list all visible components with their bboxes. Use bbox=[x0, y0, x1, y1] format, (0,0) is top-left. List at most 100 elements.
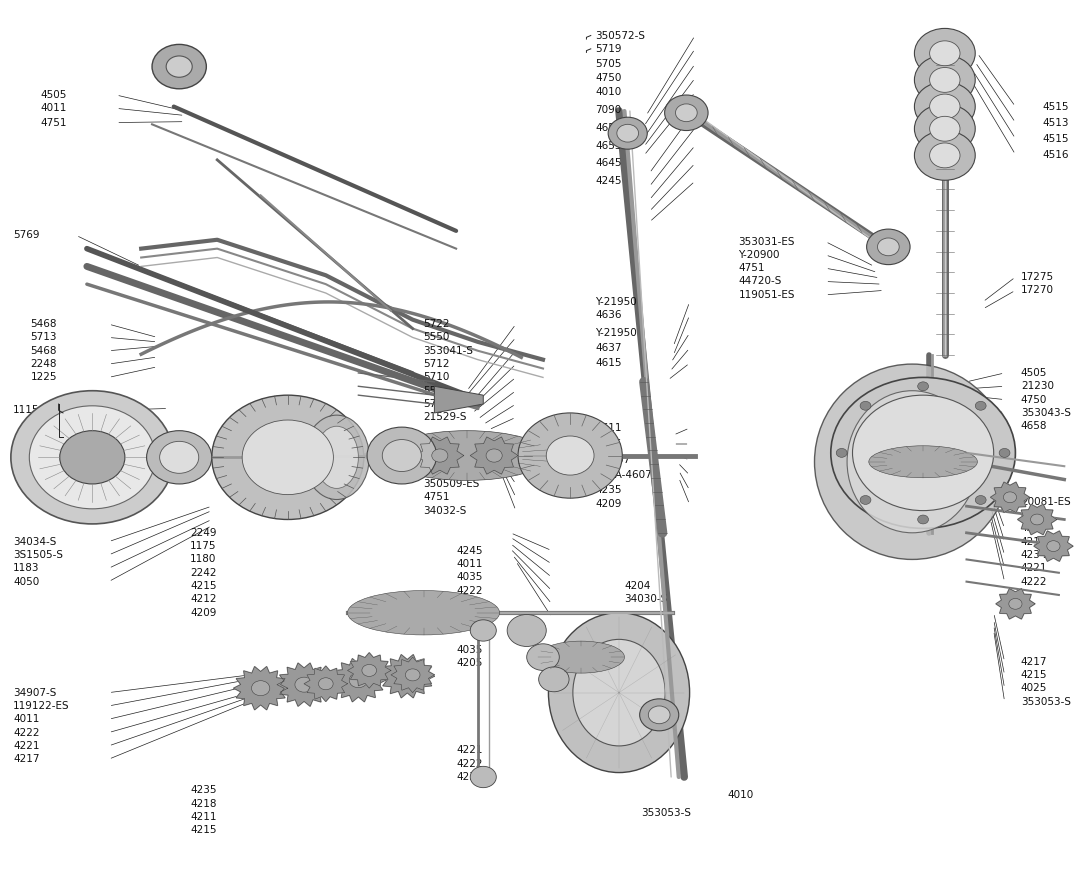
Text: 4011: 4011 bbox=[456, 612, 482, 622]
Text: 4010: 4010 bbox=[595, 87, 621, 98]
Text: 1115: 1115 bbox=[13, 405, 39, 416]
Text: 5769: 5769 bbox=[13, 230, 39, 241]
Circle shape bbox=[350, 673, 367, 687]
Circle shape bbox=[1003, 492, 1016, 503]
Circle shape bbox=[877, 238, 899, 256]
Circle shape bbox=[918, 515, 929, 524]
Circle shape bbox=[432, 449, 447, 462]
Circle shape bbox=[470, 766, 496, 788]
Text: 4751: 4751 bbox=[424, 492, 450, 503]
Text: 1236: 1236 bbox=[65, 405, 91, 416]
Polygon shape bbox=[391, 657, 434, 693]
Text: 4011: 4011 bbox=[40, 103, 66, 114]
Text: 5560: 5560 bbox=[424, 385, 450, 396]
Text: 4222: 4222 bbox=[456, 585, 482, 596]
Circle shape bbox=[930, 94, 960, 119]
Circle shape bbox=[518, 413, 622, 498]
Circle shape bbox=[918, 382, 929, 391]
Text: 4221: 4221 bbox=[13, 741, 39, 751]
Text: 4505: 4505 bbox=[40, 90, 66, 100]
Text: 5719: 5719 bbox=[595, 44, 621, 54]
Polygon shape bbox=[1018, 504, 1057, 535]
Circle shape bbox=[242, 420, 333, 495]
Circle shape bbox=[252, 681, 269, 695]
Text: 1183: 1183 bbox=[13, 563, 39, 574]
Ellipse shape bbox=[348, 591, 500, 635]
Ellipse shape bbox=[814, 364, 1010, 559]
Text: 4215: 4215 bbox=[1021, 523, 1047, 534]
Circle shape bbox=[166, 56, 192, 77]
Text: 4658: 4658 bbox=[1021, 421, 1047, 432]
Text: 4235: 4235 bbox=[595, 485, 621, 496]
Text: 2248: 2248 bbox=[30, 359, 56, 369]
Circle shape bbox=[147, 431, 212, 484]
Text: 4516: 4516 bbox=[1043, 149, 1069, 160]
Text: 4035: 4035 bbox=[456, 645, 482, 655]
Text: 34032-S: 34032-S bbox=[424, 505, 467, 516]
Text: 4505: 4505 bbox=[1021, 368, 1047, 378]
Text: 353053-S: 353053-S bbox=[641, 807, 691, 818]
Text: 353031-ES: 353031-ES bbox=[738, 236, 795, 247]
Circle shape bbox=[914, 131, 975, 180]
Circle shape bbox=[914, 82, 975, 131]
Text: 4515: 4515 bbox=[1043, 133, 1069, 144]
Text: 4750: 4750 bbox=[595, 73, 621, 83]
Circle shape bbox=[60, 431, 125, 484]
Text: 5713: 5713 bbox=[30, 332, 56, 343]
Text: 1225: 1225 bbox=[30, 372, 56, 383]
Ellipse shape bbox=[548, 613, 690, 773]
Text: 2242: 2242 bbox=[190, 567, 216, 578]
Polygon shape bbox=[416, 437, 464, 474]
Polygon shape bbox=[470, 437, 518, 474]
Text: 4212: 4212 bbox=[190, 594, 216, 605]
Text: 119051-ES: 119051-ES bbox=[738, 289, 795, 300]
Circle shape bbox=[930, 67, 960, 92]
Circle shape bbox=[405, 669, 420, 681]
Circle shape bbox=[487, 449, 502, 462]
Text: 1107: 1107 bbox=[65, 432, 91, 442]
Polygon shape bbox=[990, 482, 1030, 512]
Polygon shape bbox=[348, 653, 391, 688]
Circle shape bbox=[836, 448, 847, 457]
Text: 4010: 4010 bbox=[728, 789, 754, 800]
Text: 4221: 4221 bbox=[456, 599, 482, 609]
Ellipse shape bbox=[304, 416, 369, 499]
Circle shape bbox=[914, 104, 975, 154]
Text: 4011: 4011 bbox=[456, 559, 482, 569]
Text: 4515: 4515 bbox=[1043, 101, 1069, 112]
Text: 350509-ES: 350509-ES bbox=[424, 479, 480, 489]
Circle shape bbox=[362, 664, 377, 677]
Text: 353053-S: 353053-S bbox=[1021, 696, 1071, 707]
Circle shape bbox=[1009, 599, 1022, 609]
Text: 17275: 17275 bbox=[1021, 272, 1055, 282]
Circle shape bbox=[648, 706, 670, 724]
Text: E93A-4607: E93A-4607 bbox=[595, 470, 652, 480]
Text: 4636: 4636 bbox=[595, 310, 621, 321]
Text: 4211: 4211 bbox=[1021, 536, 1047, 547]
Text: Y-20900: Y-20900 bbox=[738, 250, 780, 260]
Text: 353043-S: 353043-S bbox=[1021, 408, 1071, 418]
Text: 4215: 4215 bbox=[1021, 670, 1047, 680]
Circle shape bbox=[975, 401, 986, 410]
Text: 4245: 4245 bbox=[456, 545, 482, 556]
Text: 4637: 4637 bbox=[595, 343, 621, 353]
Text: 4650: 4650 bbox=[595, 123, 621, 133]
Text: 20081-ES: 20081-ES bbox=[1021, 496, 1071, 507]
Text: 4615: 4615 bbox=[595, 439, 621, 449]
Text: 1012: 1012 bbox=[13, 448, 39, 458]
Circle shape bbox=[831, 377, 1015, 528]
Text: 4205: 4205 bbox=[456, 658, 482, 669]
Circle shape bbox=[930, 116, 960, 141]
Circle shape bbox=[975, 496, 986, 504]
Text: 4222: 4222 bbox=[1021, 576, 1047, 587]
Circle shape bbox=[1031, 514, 1044, 525]
Ellipse shape bbox=[869, 446, 977, 478]
Text: 4751: 4751 bbox=[738, 263, 765, 274]
Text: 4611: 4611 bbox=[595, 423, 621, 433]
Circle shape bbox=[507, 614, 546, 646]
Text: 7090: 7090 bbox=[595, 105, 621, 115]
Text: 4218: 4218 bbox=[190, 798, 216, 809]
Circle shape bbox=[617, 124, 639, 142]
Circle shape bbox=[546, 436, 594, 475]
Circle shape bbox=[930, 41, 960, 66]
